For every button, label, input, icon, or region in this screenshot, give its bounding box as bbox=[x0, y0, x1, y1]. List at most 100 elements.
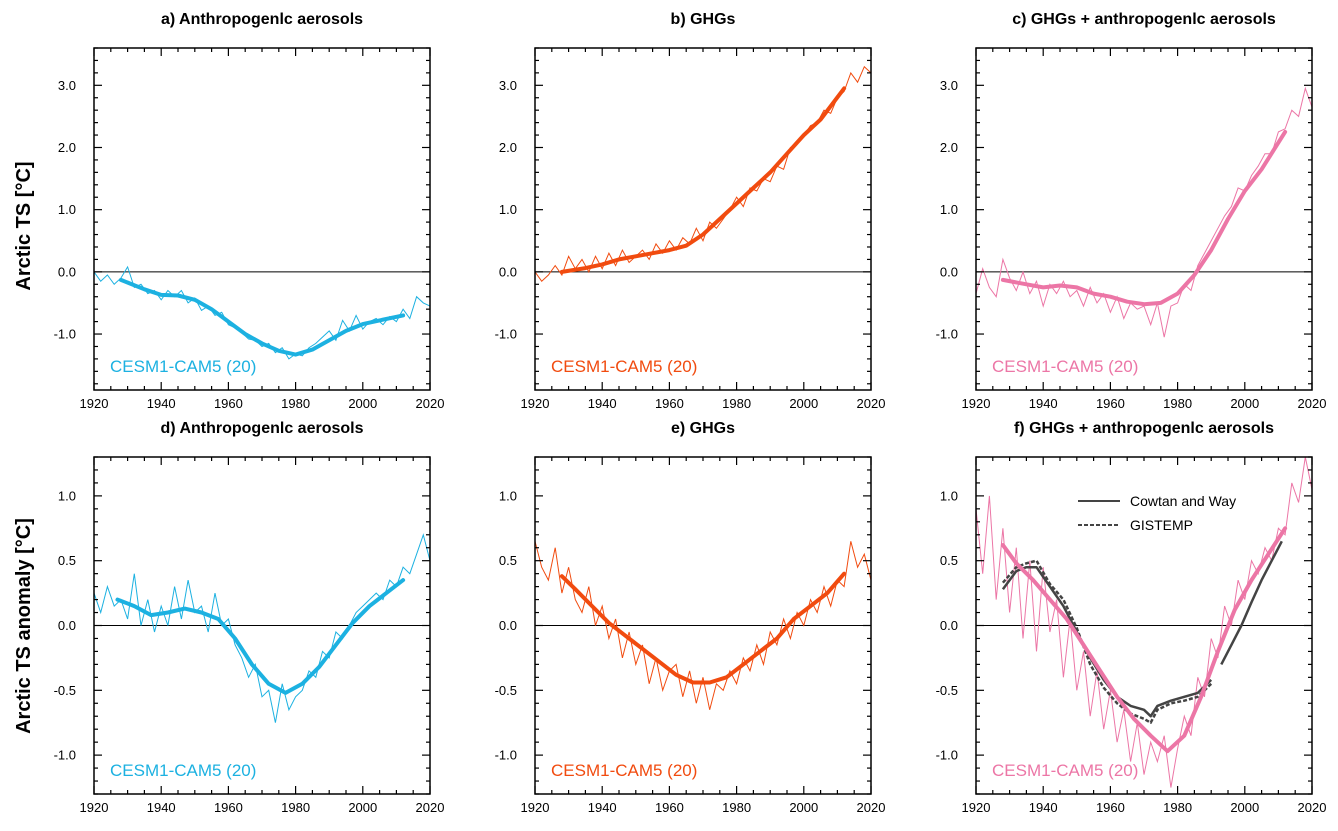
panel-f: f) GHGs + anthropogenlc aerosols 1920 1940… bbox=[936, 420, 1327, 815]
panel-d-x-tick-label: 2020 bbox=[416, 800, 445, 815]
panel-f-series-annual-line bbox=[976, 457, 1312, 788]
panel-a-x-tick-label: 1980 bbox=[281, 396, 310, 411]
panel-e-x-tick-label: 1920 bbox=[521, 800, 550, 815]
panel-e-x-tick-label: 1980 bbox=[722, 800, 751, 815]
panel-a-x-tick-label: 2020 bbox=[416, 396, 445, 411]
panel-d-y-tick-label: -1.0 bbox=[54, 748, 76, 763]
panel-d-y-tick-label: 0.5 bbox=[58, 553, 76, 568]
panel-f-x-tick-label: 1940 bbox=[1029, 800, 1058, 815]
panel-c-x-tick-label: 1980 bbox=[1163, 396, 1192, 411]
panel-d-y-tick-label: 0.0 bbox=[58, 618, 76, 633]
panel-b-frame bbox=[534, 47, 872, 391]
panel-d-title: d) Anthropogenlc aerosols bbox=[161, 420, 364, 437]
panel-b-series-smoothed-line bbox=[559, 86, 847, 274]
panel-a-x-tick-label: 1960 bbox=[214, 396, 243, 411]
panel-a-x-tick-label: 1940 bbox=[147, 396, 176, 411]
panel-d-y-tick-label: 1.0 bbox=[58, 488, 76, 503]
panel-f-y-tick-label: -1.0 bbox=[936, 748, 958, 763]
panel-c-plot-area bbox=[976, 86, 1312, 338]
panel-d-annotation: CESM1-CAM5 (20) bbox=[110, 761, 256, 780]
panel-a-plot-area bbox=[94, 265, 430, 360]
panel-a-frame bbox=[93, 47, 431, 391]
panel-c-series-annual-line bbox=[976, 86, 1312, 338]
panel-c: c) GHGs + anthropogenlc aerosols 1920 1940… bbox=[936, 11, 1327, 411]
panel-b-x-tick-label: 2000 bbox=[789, 396, 818, 411]
panel-e-x-tick-label: 1940 bbox=[588, 800, 617, 815]
panel-f-series-gistemp-line bbox=[1001, 559, 1213, 724]
panel-e-y-tick-label: 0.0 bbox=[499, 618, 517, 633]
panel-e-title: e) GHGs bbox=[671, 420, 735, 437]
panel-e-y-tick-label: -1.0 bbox=[495, 748, 517, 763]
panel-b-x-tick-label: 2020 bbox=[857, 396, 886, 411]
panel-e-series-annual-line bbox=[535, 541, 871, 710]
panel-a-y-tick-label: 2.0 bbox=[58, 140, 76, 155]
bottom-row-y-axis-label: Arctic TS anomaly [°C] bbox=[13, 518, 35, 734]
panel-a-y-tick-label: -1.0 bbox=[54, 327, 76, 342]
panel-c-x-tick-label: 2000 bbox=[1230, 396, 1259, 411]
panel-d: d) Anthropogenlc aerosols 1920 1940 1960 198… bbox=[54, 420, 445, 815]
panel-f-x-tick-label: 1960 bbox=[1096, 800, 1125, 815]
panel-f-series-cowtan-and-way-line bbox=[1001, 565, 1213, 718]
panel-d-x-tick-label: 1940 bbox=[147, 800, 176, 815]
panel-f-x-tick-label: 2020 bbox=[1298, 800, 1327, 815]
panel-d-series-smoothed-line bbox=[115, 578, 406, 695]
panel-c-y-tick-label: -1.0 bbox=[936, 327, 958, 342]
panel-a-x-tick-label: 2000 bbox=[348, 396, 377, 411]
panel-f-x-tick-label: 2000 bbox=[1230, 800, 1259, 815]
panel-a-x-tick-label: 1920 bbox=[80, 396, 109, 411]
panel-b-y-tick-label: 0.0 bbox=[499, 264, 517, 279]
panel-f-y-tick-label: 0.0 bbox=[940, 618, 958, 633]
panel-e-series-smoothed-line bbox=[559, 571, 847, 685]
panel-c-x-tick-label: 1920 bbox=[962, 396, 991, 411]
panel-f-legend-label: GISTEMP bbox=[1130, 517, 1193, 533]
panel-b-x-tick-label: 1920 bbox=[521, 396, 550, 411]
panel-e-y-tick-label: -0.5 bbox=[495, 683, 517, 698]
panel-f-y-tick-label: 0.5 bbox=[940, 553, 958, 568]
panel-f-x-tick-label: 1920 bbox=[962, 800, 991, 815]
panel-c-series-smoothed-line bbox=[1000, 129, 1288, 307]
panel-a-y-tick-label: 1.0 bbox=[58, 202, 76, 217]
panel-b-annotation: CESM1-CAM5 (20) bbox=[551, 357, 697, 376]
panel-e-x-tick-label: 2000 bbox=[789, 800, 818, 815]
panel-f-series-cowtan-and-way-line bbox=[1220, 540, 1283, 665]
panel-b-x-tick-label: 1960 bbox=[655, 396, 684, 411]
panel-d-x-tick-label: 1920 bbox=[80, 800, 109, 815]
panel-d-plot-area bbox=[94, 533, 430, 723]
panel-a-y-tick-label: 0.0 bbox=[58, 264, 76, 279]
panel-b-x-tick-label: 1940 bbox=[588, 396, 617, 411]
panel-a-series-smoothed-line bbox=[118, 277, 406, 357]
panel-e-plot-area bbox=[535, 541, 871, 710]
panel-b-y-tick-label: 3.0 bbox=[499, 78, 517, 93]
panel-b-plot-area bbox=[535, 65, 871, 282]
panel-c-x-tick-label: 1940 bbox=[1029, 396, 1058, 411]
panel-b: b) GHGs 1920 1940 1960 1980 2000 2020 -1.0 0.0 1.… bbox=[495, 11, 886, 411]
panel-a-annotation: CESM1-CAM5 (20) bbox=[110, 357, 256, 376]
panel-c-y-tick-label: 0.0 bbox=[940, 264, 958, 279]
panel-c-y-tick-label: 2.0 bbox=[940, 140, 958, 155]
panel-f-x-tick-label: 1980 bbox=[1163, 800, 1192, 815]
panel-a-y-tick-label: 3.0 bbox=[58, 78, 76, 93]
panel-c-y-tick-label: 1.0 bbox=[940, 202, 958, 217]
panel-b-y-tick-label: 2.0 bbox=[499, 140, 517, 155]
panel-c-annotation: CESM1-CAM5 (20) bbox=[992, 357, 1138, 376]
panel-b-x-tick-label: 1980 bbox=[722, 396, 751, 411]
panel-e-y-tick-label: 1.0 bbox=[499, 488, 517, 503]
panel-f-series-smoothed-line bbox=[1000, 526, 1288, 754]
panel-c-frame bbox=[975, 47, 1313, 391]
panel-f-y-tick-label: -0.5 bbox=[936, 683, 958, 698]
panel-a: a) Anthropogenlc aerosols 1920 1940 1960 198… bbox=[54, 11, 445, 411]
panel-f-plot-area bbox=[976, 457, 1312, 788]
panel-c-y-tick-label: 3.0 bbox=[940, 78, 958, 93]
panel-e-x-tick-label: 2020 bbox=[857, 800, 886, 815]
panel-e-annotation: CESM1-CAM5 (20) bbox=[551, 761, 697, 780]
panel-d-x-tick-label: 2000 bbox=[348, 800, 377, 815]
panel-f-annotation: CESM1-CAM5 (20) bbox=[992, 761, 1138, 780]
panel-b-y-tick-label: 1.0 bbox=[499, 202, 517, 217]
panel-b-y-tick-label: -1.0 bbox=[495, 327, 517, 342]
panel-c-x-tick-label: 1960 bbox=[1096, 396, 1125, 411]
panel-f-legend-label: Cowtan and Way bbox=[1130, 493, 1236, 509]
panel-e: e) GHGs 1920 1940 1960 1980 2000 2020 -1.0 -0.5 0… bbox=[495, 420, 886, 815]
panel-b-title: b) GHGs bbox=[671, 11, 736, 28]
panel-b-series-annual-line bbox=[535, 65, 871, 282]
